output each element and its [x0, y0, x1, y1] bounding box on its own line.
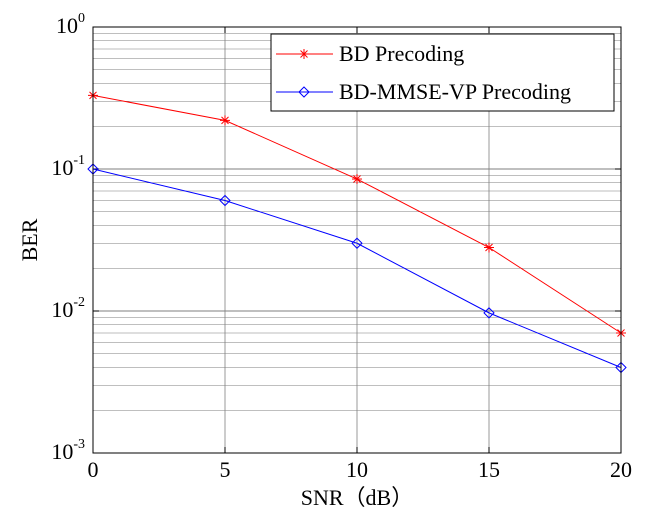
- data-point: [219, 194, 231, 207]
- x-axis-label: SNR（dB）: [301, 485, 413, 510]
- data-point: [220, 115, 230, 126]
- x-tick-label: 5: [220, 457, 231, 482]
- x-tick-label: 20: [610, 457, 632, 482]
- x-tick-label: 15: [478, 457, 500, 482]
- y-tick-label: 10-2: [51, 295, 85, 322]
- x-tick-label: 10: [346, 457, 368, 482]
- y-tick-label: 10-1: [51, 153, 85, 180]
- legend-label: BD Precoding: [339, 41, 464, 66]
- data-point: [352, 174, 362, 185]
- x-axis-ticks: 0 5 10 15 20: [88, 27, 632, 482]
- data-point: [484, 242, 494, 253]
- y-axis-ticks: 100 10-1 10-2 10-3: [51, 11, 621, 464]
- legend-marker: [298, 86, 310, 98]
- y-axis-label: BER: [17, 218, 42, 261]
- y-tick-label: 10-3: [51, 437, 85, 464]
- data-point: [351, 237, 363, 249]
- legend-label: BD-MMSE-VP Precoding: [339, 79, 571, 104]
- series-line: [92, 168, 622, 368]
- plot-frame: [92, 26, 622, 454]
- series-2: [87, 163, 627, 374]
- y-tick-label: 100: [56, 11, 85, 38]
- x-tick-label: 0: [88, 457, 99, 482]
- legend: BD Precoding BD-MMSE-VP Precoding: [270, 33, 615, 112]
- legend-box: [270, 33, 615, 112]
- legend-item: BD Precoding: [276, 41, 464, 66]
- legend-marker: [299, 49, 309, 59]
- legend-item: BD-MMSE-VP Precoding: [276, 79, 571, 104]
- plot-series: [87, 90, 627, 374]
- data-point: [483, 307, 495, 319]
